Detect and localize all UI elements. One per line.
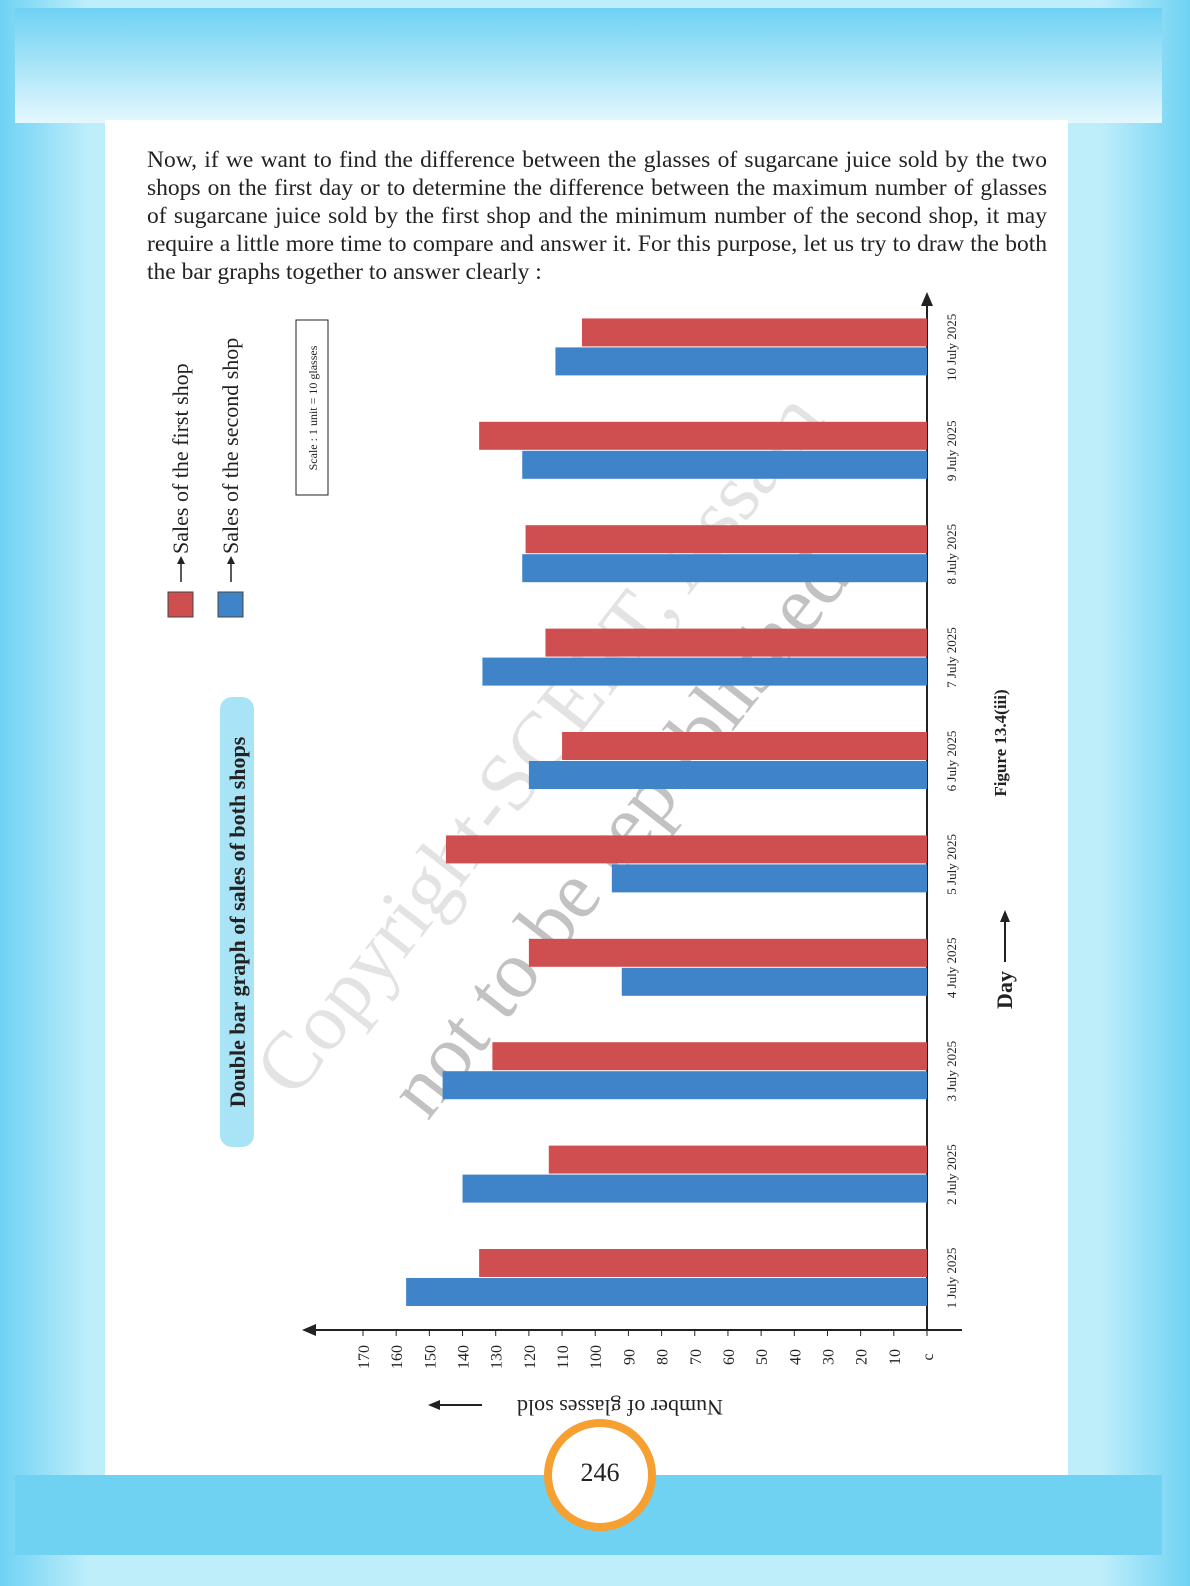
figure-label: Figure 13.4(iii) (991, 689, 1010, 796)
y-tick-label: 10 (887, 1349, 904, 1365)
y-tick-label: 20 (854, 1349, 871, 1365)
legend-arrow-head (227, 556, 235, 564)
bar (562, 732, 927, 760)
y-tick-label: 120 (522, 1345, 539, 1369)
bar (522, 450, 927, 479)
bar (525, 525, 927, 554)
scale-note: Scale : 1 unit = 10 glasses (306, 345, 320, 470)
x-tick-label: 3 July 2025 (944, 1041, 959, 1102)
legend-arrow-head (177, 556, 185, 564)
bar (445, 835, 927, 864)
x-axis-label: Day (992, 971, 1017, 1009)
bar (545, 628, 927, 657)
page-number-badge (544, 1419, 656, 1531)
y-tick-label: 30 (820, 1349, 837, 1365)
y-tick-label: 170 (356, 1345, 373, 1369)
x-tick-label: 10 July 2025 (944, 314, 959, 381)
x-tick-label: 5 July 2025 (944, 834, 959, 895)
title-background (220, 697, 254, 1147)
x-tick-label: 1 July 2025 (944, 1248, 959, 1309)
bar (462, 1174, 927, 1203)
y-tick-label: c (920, 1353, 937, 1360)
label-arrow-head (1000, 910, 1010, 922)
bar (479, 1249, 927, 1277)
bar (621, 967, 927, 996)
bar (528, 761, 927, 789)
bar (548, 1145, 927, 1174)
y-tick-label: 150 (422, 1345, 439, 1369)
y-tick-label: 80 (655, 1349, 672, 1365)
y-tick-label: 60 (721, 1349, 738, 1365)
page-number: 246 (581, 1458, 620, 1487)
axis-arrow (921, 292, 933, 306)
y-tick-label: 70 (688, 1349, 705, 1365)
chart-title: Double bar graph of sales of both shops (225, 736, 250, 1107)
header-band (15, 8, 1162, 123)
legend-label: Sales of the first shop (168, 363, 193, 554)
bar (522, 554, 927, 583)
bar (479, 421, 927, 450)
legend-label: Sales of the second shop (218, 338, 243, 554)
bar (442, 1071, 927, 1100)
y-tick-label: 100 (588, 1345, 605, 1369)
axis-arrow (302, 1324, 316, 1336)
y-tick-label: 110 (555, 1345, 572, 1368)
x-tick-label: 8 July 2025 (944, 524, 959, 585)
x-tick-label: 9 July 2025 (944, 420, 959, 481)
x-tick-label: 4 July 2025 (944, 937, 959, 998)
legend: Sales of the first shop Sales of the seco… (167, 338, 244, 618)
y-tick-label: 160 (389, 1345, 406, 1369)
bar (492, 1042, 927, 1071)
y-tick-label: 40 (787, 1349, 804, 1365)
bar (581, 318, 927, 347)
legend-swatch (167, 591, 194, 618)
scale-box (295, 319, 329, 496)
bar (528, 938, 927, 967)
y-tick-label: 90 (621, 1349, 638, 1365)
x-tick-label: 6 July 2025 (944, 731, 959, 792)
bar (555, 347, 927, 376)
paragraph: Now, if we want to find the difference b… (147, 147, 1047, 285)
y-axis-label: Number of glasses sold (517, 1395, 723, 1420)
y-tick-label: 140 (456, 1345, 473, 1369)
bar (482, 657, 927, 686)
y-tick-label: 50 (754, 1349, 771, 1365)
bar (611, 864, 927, 893)
x-tick-label: 7 July 2025 (944, 627, 959, 688)
label-arrow-head (428, 1400, 440, 1410)
legend-swatch (217, 591, 244, 618)
y-tick-label: 130 (489, 1345, 506, 1369)
bar (406, 1278, 928, 1306)
x-tick-label: 2 July 2025 (944, 1144, 959, 1205)
